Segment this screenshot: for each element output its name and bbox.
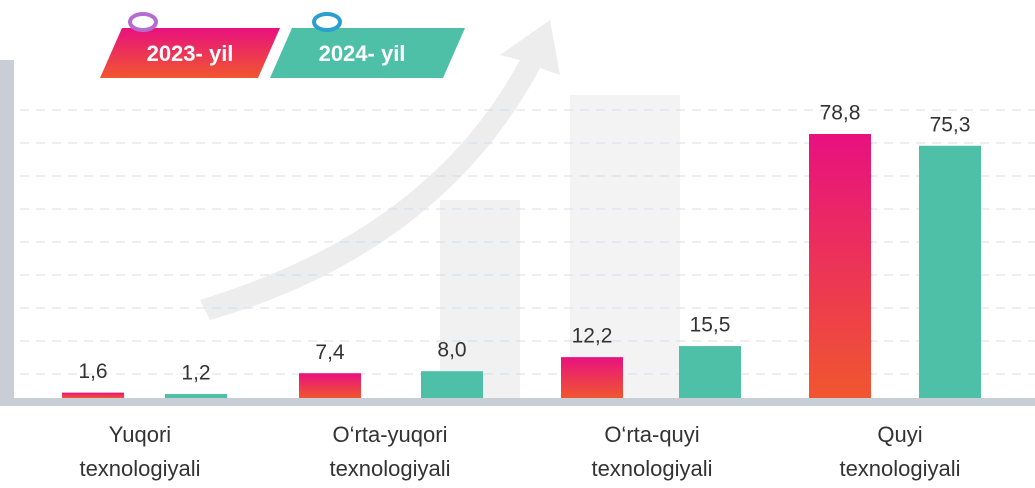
value-label: 78,8: [820, 102, 861, 125]
bar: [561, 357, 623, 398]
x-tick-label: texnologiyali: [839, 456, 960, 481]
x-tick-label: texnologiyali: [329, 456, 450, 481]
legend-label: 2024- yil: [319, 41, 406, 66]
legend-swatch: [100, 28, 280, 78]
x-tick-label: Yuqori: [109, 422, 171, 447]
x-tick-label: O‘rta-quyi: [604, 422, 699, 447]
background-decoration: [0, 20, 1035, 406]
bar: [919, 145, 981, 398]
legend-icon: [312, 12, 342, 32]
value-label: 7,4: [315, 341, 345, 364]
value-label: 1,2: [181, 362, 210, 385]
x-tick-label: O‘rta-yuqori: [333, 422, 448, 447]
bar: [679, 346, 741, 398]
value-label: 8,0: [437, 339, 466, 362]
legend: 2023- yil 2024- yil: [100, 12, 465, 78]
x-tick-label: Quyi: [877, 422, 922, 447]
legend-label: 2023- yil: [147, 41, 234, 66]
value-label: 75,3: [930, 113, 971, 136]
value-label: 1,6: [78, 360, 107, 383]
bar: [299, 373, 361, 398]
value-label: 15,5: [690, 314, 731, 337]
bar: [62, 392, 124, 398]
x-tick-label: texnologiyali: [591, 456, 712, 481]
x-tick-label: texnologiyali: [79, 456, 200, 481]
legend-swatch: [270, 28, 465, 78]
bar: [421, 371, 483, 398]
value-label: 12,2: [572, 325, 613, 348]
legend-icon: [128, 12, 158, 32]
bar: [809, 134, 871, 398]
bar: [165, 393, 227, 398]
